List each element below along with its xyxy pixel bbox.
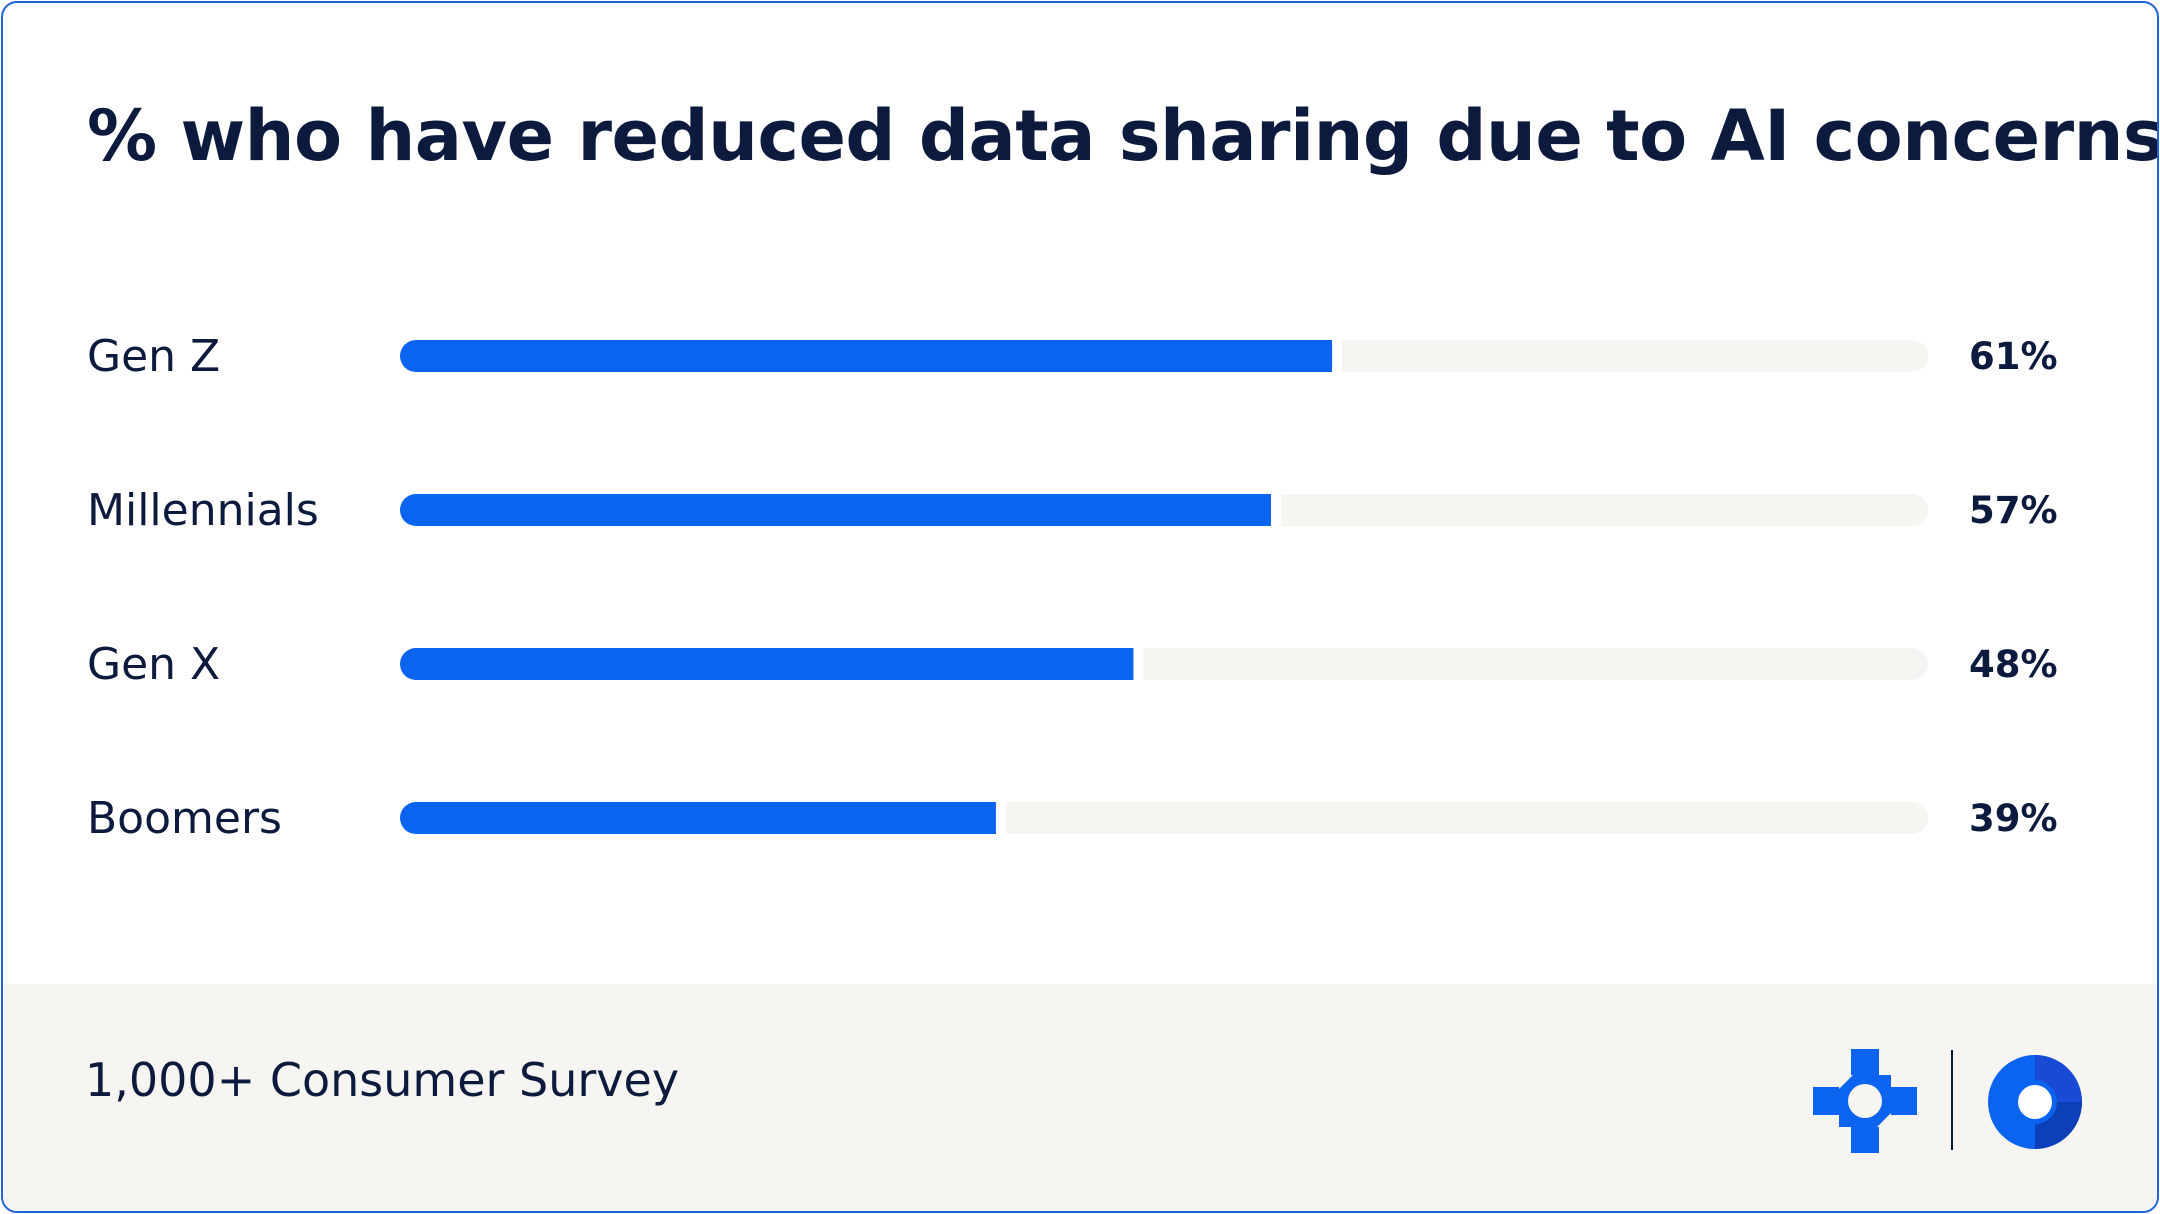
category-label-gen-x: Gen X [87, 639, 220, 690]
cross-logo-icon [1813, 1049, 1917, 1153]
value-label-millennials: 57% [1969, 489, 2058, 532]
category-label-gen-z: Gen Z [87, 331, 220, 382]
value-label-gen-x: 48% [1969, 643, 2058, 686]
logo-divider [1951, 1050, 1953, 1150]
category-label-millennials: Millennials [87, 485, 319, 536]
bar-gen-x [400, 648, 1134, 680]
bar-gen-z [400, 340, 1333, 372]
bar-chart-svg: Gen Z 61% Millennials 57% Gen X 48% Boomers 39% [87, 331, 2058, 844]
bar-chart: Gen Z 61% Millennials 57% Gen X 48% Boomers 39% [3, 3, 2157, 983]
bar-gap-gen-x [1133, 648, 1144, 680]
bar-millennials [400, 494, 1271, 526]
category-label-boomers: Boomers [87, 793, 282, 844]
ring-logo-icon [1988, 1055, 2082, 1149]
survey-note: 1,000+ Consumer Survey [85, 1053, 680, 1107]
chart-title: % who have reduced data sharing due to A… [87, 95, 2159, 177]
value-label-gen-z: 61% [1969, 335, 2058, 378]
bar-gap-millennials [1270, 494, 1281, 526]
bar-gap-boomers [995, 802, 1006, 834]
bar-boomers [400, 802, 996, 834]
bar-gap-gen-z [1332, 340, 1343, 372]
value-label-boomers: 39% [1969, 797, 2058, 840]
footer: 1,000+ Consumer Survey [3, 984, 2157, 1211]
